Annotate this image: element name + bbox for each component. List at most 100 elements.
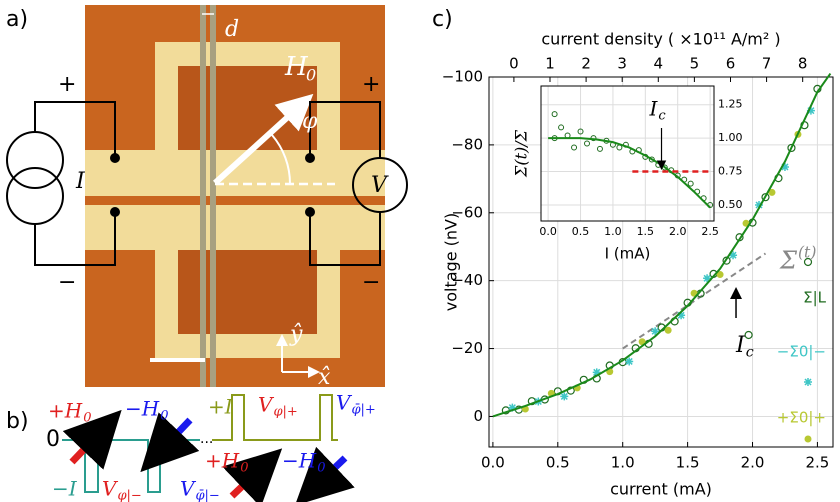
x2-tick-label: 4 [654, 55, 664, 73]
inset-x-tick-label: 2.5 [701, 225, 719, 238]
x-tick-label: 1.0 [611, 454, 635, 472]
inset-point [648, 156, 655, 163]
field-label: H [284, 52, 309, 82]
point [761, 193, 770, 202]
circuit [6, 101, 408, 266]
plus-sign: + [58, 72, 76, 97]
inset-point [596, 145, 603, 152]
inset-fit [548, 137, 711, 209]
fit-line [492, 73, 832, 418]
inset-point [584, 140, 591, 147]
label: +H [48, 399, 83, 423]
point [664, 326, 672, 334]
label: I [735, 333, 746, 358]
current-label: I [75, 169, 86, 194]
label: −I [52, 477, 78, 501]
x2-tick-label: 5 [690, 55, 700, 73]
point [744, 330, 753, 340]
label-sub: 0 [83, 411, 91, 426]
point [716, 271, 724, 279]
point [677, 311, 686, 320]
label-sub: φ|+ [273, 405, 297, 420]
inset-y-tick-label: 1.25 [718, 98, 743, 111]
label: −H [125, 397, 160, 421]
inset-y-tick-label: 1.00 [718, 131, 743, 144]
inset-point [571, 144, 578, 151]
y-tick-label: −80 [451, 135, 483, 153]
point [625, 357, 634, 366]
y-tick-label: −40 [451, 271, 483, 289]
x-tick-label: 2.0 [741, 454, 765, 472]
inset-x-tick-label: 1.5 [637, 225, 655, 238]
point [651, 327, 660, 336]
label: +I [208, 395, 234, 419]
y-tick-label: −60 [451, 203, 483, 221]
x2-tick-label: 8 [798, 55, 808, 73]
inset-area [541, 86, 714, 221]
x-tick-label: 1.5 [676, 454, 700, 472]
x2-tick-label: 0 [509, 55, 519, 73]
point [768, 188, 776, 196]
x2-tick-label: 6 [726, 55, 736, 73]
label-sub: φ̄|+ [351, 403, 375, 418]
point [729, 251, 738, 260]
label-sub: φ|− [117, 489, 141, 502]
inset-x-tick-label: 0.5 [572, 225, 590, 238]
afm-image [85, 5, 385, 387]
y-axis-label: voltage (nV) [442, 213, 461, 311]
inset-y-tick-label: 0.75 [718, 165, 743, 178]
label: −H [282, 449, 317, 473]
label: I [649, 97, 659, 121]
ellipsis: ··· [200, 435, 213, 451]
label-sub: φ̄|− [195, 489, 219, 502]
legend-marker [804, 378, 812, 386]
legend-label: +Σ0|+ [777, 409, 826, 427]
plus-sign: + [362, 72, 380, 97]
inset-x-tick-label: 2.0 [669, 225, 687, 238]
x2-tick-label: 3 [617, 55, 627, 73]
label: V [336, 391, 353, 415]
label: V [258, 393, 275, 417]
point [703, 274, 712, 283]
panel-label: a) [6, 7, 28, 32]
x-tick-label: 2.5 [805, 454, 829, 472]
y-tick-label: −100 [442, 68, 483, 86]
voltage-label: V [371, 173, 389, 198]
x2-axis-label: current density ( ×10¹¹ A/m² ) [541, 30, 780, 49]
inset-point [687, 180, 694, 187]
x-tick-label: 0.5 [546, 454, 570, 472]
label: Σ [779, 247, 798, 275]
x2-tick-label: 2 [581, 55, 591, 73]
angle-label: φ [302, 109, 318, 134]
zero-label: 0 [46, 427, 60, 452]
label: +H [205, 449, 240, 473]
label-sub: 0 [160, 409, 168, 424]
x-tick-label: 0.0 [481, 454, 505, 472]
inset-point [558, 124, 565, 131]
axis-label: ŷ [289, 322, 303, 347]
pulse-diagram [62, 394, 355, 502]
y-tick-label: 0 [473, 407, 483, 425]
point [560, 392, 569, 401]
inset-y-tick-label: 0.50 [718, 198, 743, 211]
label: V [102, 477, 119, 501]
label-sub: c [658, 109, 666, 124]
y-tick-label: −20 [451, 339, 483, 357]
point [787, 143, 796, 153]
minus-sign: − [58, 270, 76, 295]
label-sub: c [746, 345, 754, 361]
legend-label: −Σ0|− [777, 343, 826, 361]
label-sub: 0 [317, 461, 325, 476]
field-sub: 0 [306, 66, 316, 85]
point [755, 200, 764, 209]
legend-marker [803, 257, 813, 267]
axis-label: x̂ [318, 365, 331, 390]
plot-frame [488, 76, 834, 448]
point [592, 368, 601, 377]
inset-point [551, 111, 558, 118]
x2-tick-label: 7 [762, 55, 772, 73]
reference-line [622, 252, 767, 350]
inset-x-tick-label: 1.0 [604, 225, 622, 238]
gap-label: d [225, 17, 239, 42]
